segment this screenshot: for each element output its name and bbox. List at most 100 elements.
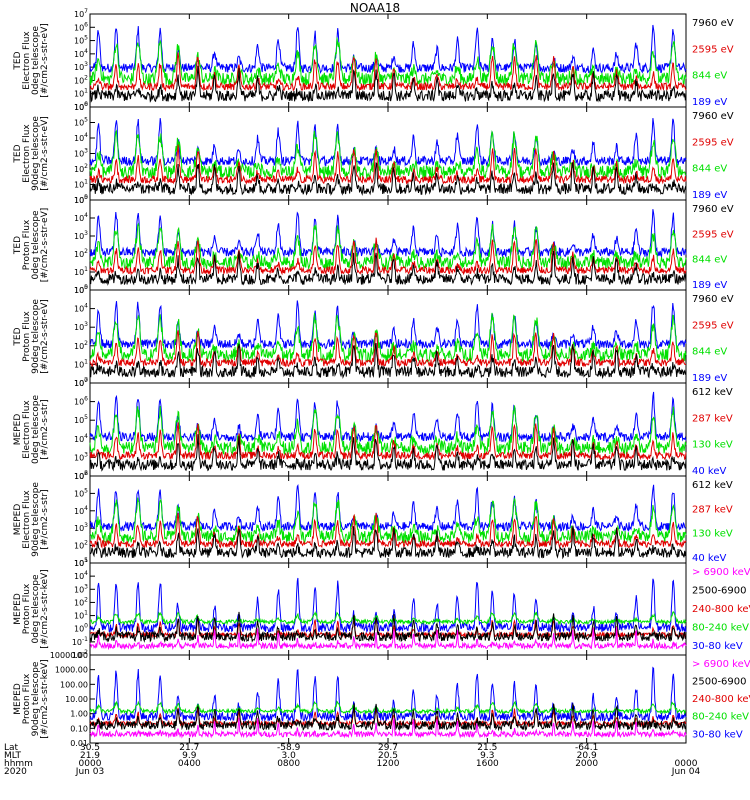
- x-tick-label: 0800: [277, 759, 300, 769]
- panel-4-legend-black: 7960 eV: [692, 294, 734, 305]
- panel-8-ytick-label: 1000.00: [55, 666, 88, 675]
- x-tick-label: Jun 03: [75, 767, 104, 777]
- panel-6-legend-blue: 40 keV: [692, 553, 726, 564]
- panel-5-ytick-label: 104: [74, 433, 88, 444]
- panel-1-legend-black: 7960 eV: [692, 18, 734, 29]
- x-tick-label: 0000: [79, 759, 102, 769]
- panel-7-ytick-label: 103: [74, 583, 88, 594]
- panel-8-ytick-label: 1.00: [70, 710, 88, 719]
- panel-7-legend-red: 240-800 keV: [692, 604, 750, 615]
- panel-1-legend-blue: 189 eV: [692, 97, 727, 108]
- x-tick-label: 2000: [575, 759, 598, 769]
- panel-4-ylabel: TEDProton Flux90deg telescope[#/cm2-s-st…: [13, 299, 50, 374]
- panel-4-ytick-label: 101: [74, 358, 88, 369]
- panel-2-ytick-label: 101: [74, 179, 88, 190]
- panel-6-series-blue: [89, 484, 687, 533]
- panel-4-ytick-label: 103: [74, 321, 88, 332]
- panel-6-series-red: [89, 512, 687, 550]
- panel-1-ytick-label: 104: [74, 48, 88, 59]
- panel-5-legend-red: 287 keV: [692, 413, 733, 424]
- panel-4-legend-green: 844 eV: [692, 347, 727, 358]
- panel-3-ytick-label: 103: [74, 230, 88, 241]
- panel-8-legend-magenta: > 6900 keV: [692, 659, 750, 670]
- panel-4-series-red: [89, 330, 687, 369]
- panel-1-series-blue: [89, 24, 687, 75]
- x-tick-label: 21.7: [179, 743, 199, 753]
- panel-7-legend-blue: 30-80 keV: [692, 641, 743, 652]
- x-row-label-2020: 2020: [4, 767, 27, 777]
- x-tick-label: 20.5: [378, 751, 398, 761]
- panel-5-ytick-label: 103: [74, 451, 88, 462]
- panel-5-legend-blue: 40 keV: [692, 466, 726, 477]
- panel-4-ytick-label: 104: [74, 303, 88, 314]
- panel-3-ytick-label: 104: [74, 212, 88, 223]
- panel-7-ytick-label: 101: [74, 610, 88, 621]
- x-tick-label: -64.1: [575, 743, 598, 753]
- panel-8-ylabel: MEPEDProton Flux90deg telescope[#/cm2-s-…: [13, 659, 50, 738]
- panel-6-legend-green: 130 keV: [692, 529, 733, 540]
- panel-5-ytick-label: 105: [74, 414, 88, 425]
- panel-2-legend-blue: 189 eV: [692, 190, 727, 201]
- panel-5-ytick-label: 102: [74, 470, 88, 481]
- panel-1-legend-green: 844 eV: [692, 71, 727, 82]
- panel-5-series-red: [89, 422, 687, 462]
- x-tick-label: 1600: [476, 759, 499, 769]
- panel-1-ytick-label: 105: [74, 35, 88, 46]
- panel-8-legend-red: 240-800 keV: [692, 694, 750, 705]
- x-tick-label: 0000: [675, 759, 698, 769]
- panel-1-ytick-label: 103: [74, 61, 88, 72]
- panel-7-ytick-label: 105: [74, 557, 88, 568]
- panel-3-legend-green: 844 eV: [692, 255, 727, 266]
- panel-5-series-blue: [89, 391, 687, 444]
- panel-8-ytick-label: 10000.00: [50, 651, 88, 660]
- x-tick-label: 1200: [377, 759, 400, 769]
- panel-2-ylabel: TEDElectron Flux90deg telescope[#/cm2-s-…: [13, 116, 50, 191]
- panel-7-ytick-label: 10-2: [72, 649, 88, 660]
- panel-1-ytick-label: 100: [74, 101, 88, 112]
- panel-8-ytick-label: 10.00: [65, 695, 88, 704]
- panel-7-ytick-label: 104: [74, 570, 88, 581]
- x-tick-label: 20.9: [577, 751, 597, 761]
- panel-3-series-blue: [89, 209, 687, 259]
- panel-2-ytick-label: 102: [74, 163, 88, 174]
- panel-7-ytick-label: 10-1: [72, 636, 88, 647]
- panel-5-ylabel: MEPEDElectron Flux0deg telescope[#/cm2-s…: [13, 395, 50, 465]
- panel-2-ytick-label: 103: [74, 148, 88, 159]
- x-tick-label: 29.7: [378, 743, 398, 753]
- panel-7-ylabel: MEPEDProton Flux0deg telescope[#/cm2-s-s…: [13, 569, 50, 648]
- panel-3-ytick-label: 102: [74, 248, 88, 259]
- panel-2-ytick-label: 105: [74, 117, 88, 128]
- panel-2-ytick-label: 100: [74, 194, 88, 205]
- x-tick-label: 0400: [178, 759, 201, 769]
- panel-2-legend-red: 2595 eV: [692, 137, 734, 148]
- panel-7-ytick-label: 102: [74, 596, 88, 607]
- panel-4-legend-blue: 189 eV: [692, 373, 727, 384]
- panel-4-ytick-label: 105: [74, 284, 88, 295]
- chart-title: NOAA18: [349, 1, 401, 15]
- panel-1-ytick-label: 107: [74, 8, 88, 19]
- panel-1-series-red: [89, 52, 687, 93]
- panel-2-legend-black: 7960 eV: [692, 111, 734, 122]
- panel-1-ylabel: TEDElectron Flux0deg telescope[#/cm2-s-s…: [13, 23, 50, 98]
- x-tick-label: -58.9: [277, 743, 301, 753]
- panel-5-series-black: [89, 434, 687, 472]
- x-tick-label: Jun 04: [671, 767, 701, 777]
- panel-3-series-red: [89, 237, 687, 276]
- panel-2-series-black: [89, 162, 687, 196]
- panel-1-ytick-label: 106: [74, 21, 88, 32]
- panel-8-series-green: [89, 700, 687, 715]
- panel-1-ytick-label: 102: [74, 74, 88, 85]
- panel-6-ytick-label: 104: [74, 505, 88, 516]
- panel-5-legend-green: 130 keV: [692, 440, 733, 451]
- panel-3-ytick-label: 100: [74, 284, 88, 295]
- panel-4-series-green: [89, 312, 687, 364]
- panel-7-frame: [89, 562, 687, 656]
- panel-7-legend-magenta: > 6900 keV: [692, 567, 750, 578]
- panel-6-ytick-label: 106: [74, 470, 88, 481]
- panel-8-legend-black: 2500-6900: [692, 677, 747, 688]
- x-row-label-lat: Lat: [4, 743, 19, 753]
- panel-8-ytick-label: 100.00: [60, 680, 88, 689]
- panel-6-ytick-label: 101: [74, 557, 88, 568]
- panel-7-ytick-label: 100: [74, 623, 88, 634]
